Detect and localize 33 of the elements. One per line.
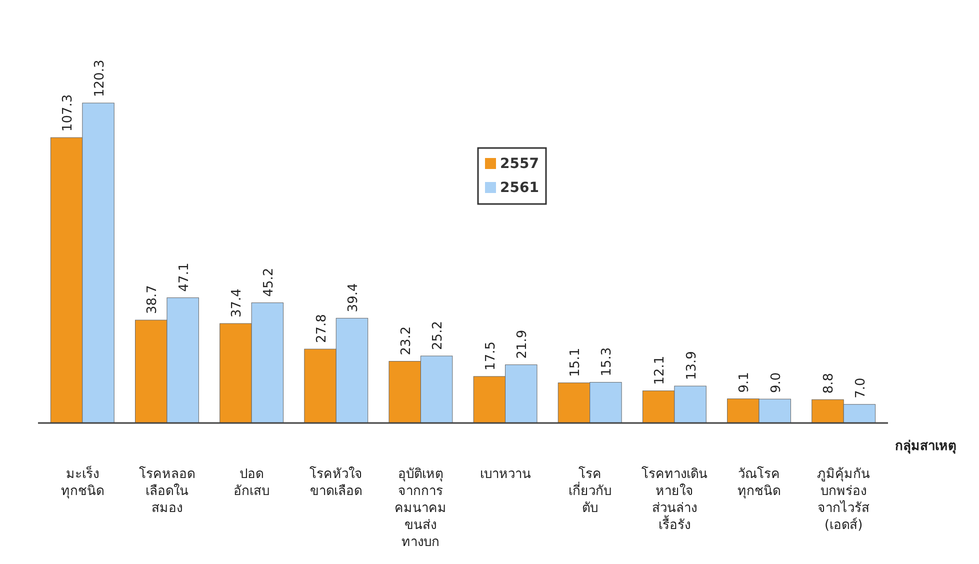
data-label: 25.2 xyxy=(430,321,446,350)
data-label: 27.8 xyxy=(314,314,330,344)
data-label: 39.4 xyxy=(346,283,361,312)
data-label: 23.2 xyxy=(398,326,414,356)
x-tick-label: โรค เกี่ยวกับ ตับ xyxy=(568,466,612,516)
data-label: 15.1 xyxy=(568,348,584,377)
x-tick-label: อุบัติเหตุ จากการ คมนาคม ขนส่ง ทางบก xyxy=(394,467,447,550)
data-label: 9.0 xyxy=(768,372,784,394)
x-tick-label: โรคทางเดิน หายใจ ส่วนล่าง เรื้อรัง xyxy=(641,466,708,533)
data-label: 7.0 xyxy=(853,378,868,398)
data-label: 45.2 xyxy=(261,268,276,297)
data-label: 38.7 xyxy=(145,285,160,314)
data-label: 107.3 xyxy=(60,94,76,132)
data-label: 13.9 xyxy=(684,351,700,380)
data-label: 12.1 xyxy=(652,356,668,385)
data-label: 37.4 xyxy=(230,288,245,318)
data-label: 15.3 xyxy=(600,347,615,376)
data-label: 17.5 xyxy=(483,341,498,370)
legend-label: 2557 xyxy=(500,156,539,172)
data-label: 8.8 xyxy=(822,372,837,394)
x-tick-label: เบาหวาน xyxy=(480,467,531,482)
data-label: 9.1 xyxy=(737,372,752,393)
data-label: 21.9 xyxy=(515,330,530,359)
x-tick-label: มะเร็ง ทุกชนิด xyxy=(60,464,104,499)
legend-label: 2561 xyxy=(500,180,539,196)
x-axis-title: กลุ่มสาเหตุ xyxy=(895,439,956,454)
x-tick-label: ปอด อักเสบ xyxy=(234,467,270,499)
x-tick-label: ภูมิคุ้มกัน บกพร่อง จากไวรัส (เอดส์) xyxy=(817,467,870,533)
x-tick-label: โรคหัวใจ ขาดเลือด xyxy=(310,466,363,499)
x-tick-label: วัณโรค ทุกชนิด xyxy=(738,466,781,499)
data-label: 47.1 xyxy=(176,262,192,292)
data-label: 120.3 xyxy=(92,60,108,97)
x-tick-label: โรคหลอด เลือดใน สมอง xyxy=(138,466,195,516)
